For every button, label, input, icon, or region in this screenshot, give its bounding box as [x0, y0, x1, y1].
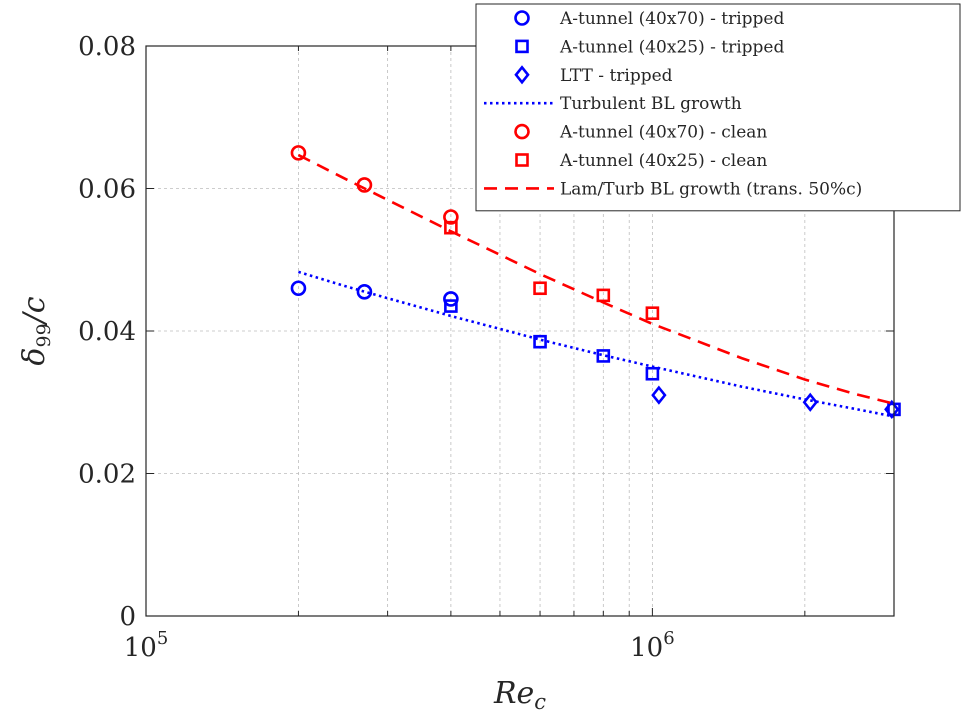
x-tick-label-exponent: 6 [663, 628, 674, 649]
data-point [533, 281, 547, 296]
data-point [651, 385, 667, 405]
legend-entry: A-tunnel (40x25) - tripped [515, 37, 784, 57]
data-point [443, 209, 459, 225]
y-tick-label: 0.08 [78, 32, 136, 62]
series-0 [290, 280, 459, 307]
legend-entry: Lam/Turb BL growth (trans. 50%c) [484, 179, 862, 199]
legend-marker-swatch [515, 39, 529, 54]
y-axis-label-sub: 99 [33, 323, 55, 347]
series-line [298, 270, 895, 418]
legend-entry: A-tunnel (40x70) - clean [514, 123, 767, 143]
legend-marker-swatch [514, 123, 530, 140]
legend-label: A-tunnel (40x70) - tripped [559, 9, 784, 29]
legend-entry: A-tunnel (40x25) - clean [515, 151, 767, 171]
data-point [444, 220, 458, 235]
data-point [290, 145, 307, 161]
series-3 [298, 270, 895, 418]
y-axis-label-suffix: /c [17, 296, 52, 326]
data-point [645, 366, 660, 381]
data-point [356, 284, 373, 300]
series-2 [651, 385, 900, 419]
data-point [443, 291, 459, 307]
y-tick-label: 0.02 [78, 460, 136, 490]
x-tick-label-base: 10 [630, 633, 663, 663]
series-6 [297, 153, 895, 405]
data-point [290, 280, 307, 297]
series-line [297, 153, 895, 405]
legend-marker-swatch [514, 10, 530, 26]
legend-label: LTT - tripped [560, 66, 673, 86]
x-tick-label-base: 10 [124, 633, 157, 663]
data-point [596, 349, 611, 363]
legend: A-tunnel (40x70) - tripped A-tunnel (40x2… [475, 3, 961, 212]
legend-marker-swatch [515, 153, 529, 167]
data-point [533, 334, 547, 349]
legend-label: A-tunnel (40x70) - clean [559, 123, 767, 143]
y-tick-label: 0.06 [78, 175, 136, 205]
grid [146, 46, 894, 616]
legend-entry: A-tunnel (40x70) - tripped [514, 9, 784, 29]
legend-label: A-tunnel (40x25) - clean [559, 151, 767, 171]
legend-entry: Turbulent BL growth [484, 94, 742, 114]
x-axis-label-sub: c [534, 690, 546, 714]
x-axis-label: Rec [493, 676, 546, 714]
x-tick-label-exponent: 5 [157, 628, 168, 649]
data-point [884, 399, 900, 419]
legend-box [475, 3, 961, 212]
legend-marker-swatch [514, 65, 530, 85]
legend-label: Lam/Turb BL growth (trans. 50%c) [560, 179, 862, 199]
y-tick-label: 0.04 [78, 317, 136, 347]
x-axis-label-base: Re [493, 676, 534, 711]
legend-label: A-tunnel (40x25) - tripped [559, 37, 784, 57]
y-tick-label: 0 [119, 602, 136, 632]
series-layer [290, 145, 901, 419]
y-axis-label-base: δ [17, 348, 52, 366]
x-tick-label: 106 [630, 628, 675, 663]
legend-entry: LTT - tripped [514, 65, 673, 86]
data-point [444, 299, 458, 313]
series-4 [290, 145, 459, 225]
legend-label: Turbulent BL growth [560, 94, 742, 114]
series-1 [444, 299, 901, 417]
data-point [802, 392, 818, 412]
x-tick-label: 105 [124, 628, 169, 663]
series-5 [444, 220, 660, 320]
data-point [645, 306, 660, 320]
y-axis-label: δ99/c [17, 296, 55, 365]
data-point [596, 288, 611, 303]
